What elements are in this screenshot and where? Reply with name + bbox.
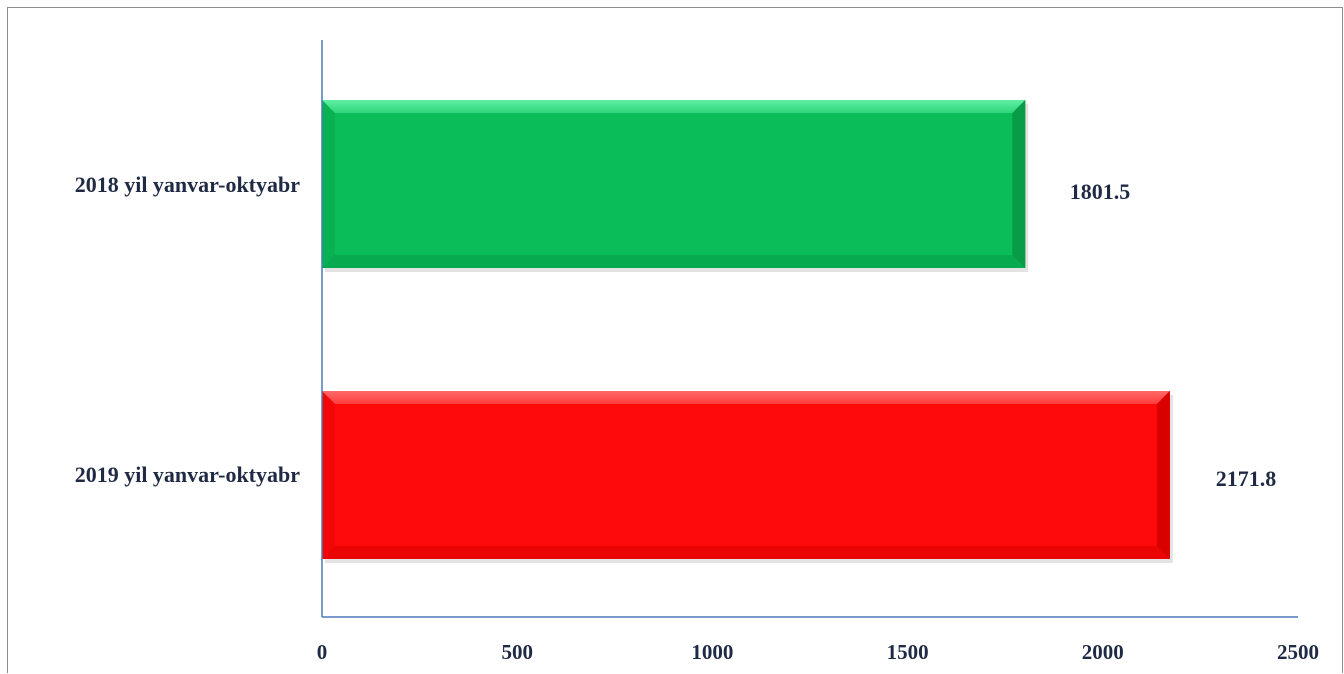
bar-bevel-top — [322, 100, 1026, 113]
x-tick-label: 500 — [501, 640, 533, 664]
value-labels: 1801.5 2171.8 — [1070, 179, 1277, 491]
x-tick-labels: 0 500 1000 1500 2000 2500 — [317, 640, 1319, 664]
x-tick-label: 1000 — [691, 640, 733, 664]
bar-bevel-left — [322, 391, 335, 559]
bar-2019 — [322, 391, 1173, 563]
category-labels: 2018 yil yanvar-oktyabr 2019 yil yanvar-… — [75, 172, 301, 487]
bar-body — [322, 391, 1170, 559]
chart-frame — [7, 7, 1343, 673]
x-tick-label: 2000 — [1082, 640, 1124, 664]
bar-bevel-top — [322, 391, 1170, 404]
bar-bevel-left — [322, 100, 335, 268]
value-label-2018: 1801.5 — [1070, 179, 1131, 204]
bar-2018 — [322, 100, 1029, 272]
bar-bevel-bottom — [322, 546, 1170, 559]
x-tick-label: 0 — [317, 640, 328, 664]
category-label-2018: 2018 yil yanvar-oktyabr — [75, 172, 301, 197]
x-tick-label: 2500 — [1277, 640, 1319, 664]
x-tick-label: 1500 — [887, 640, 929, 664]
bar-bevel-right — [1156, 391, 1170, 559]
value-label-2019: 2171.8 — [1216, 466, 1277, 491]
bar-bevel-right — [1012, 100, 1026, 268]
category-label-2019: 2019 yil yanvar-oktyabr — [75, 462, 301, 487]
bar-body — [322, 100, 1026, 268]
bars-group — [322, 100, 1173, 563]
bar-bevel-bottom — [322, 255, 1026, 268]
